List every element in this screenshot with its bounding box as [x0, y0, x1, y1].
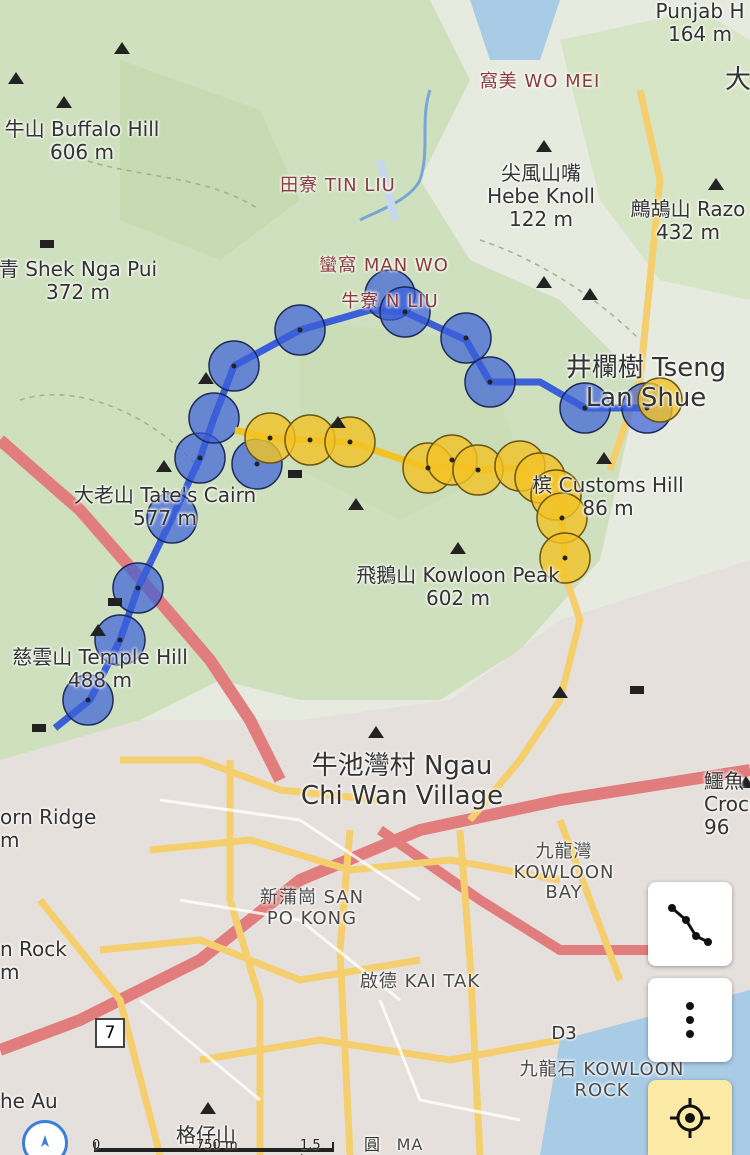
- scale-bar: 0 750 m 1.5 km: [90, 1128, 340, 1155]
- urban-area: [0, 560, 750, 1155]
- scale-label-zero: 0: [92, 1138, 101, 1153]
- village-label-man-wo: 蠻窩 MAN WO: [319, 255, 449, 276]
- village-label-wo-mei: 窩美 WO MEI: [479, 71, 601, 92]
- village-label-tin-liu: 田寮 TIN LIU: [280, 175, 396, 196]
- peak-label-razor-hill: 鷓鴣山 Razo 432 m: [630, 197, 746, 244]
- route-tool-button[interactable]: [648, 882, 732, 966]
- route-icon: [668, 904, 712, 946]
- scale-label-end: 1.5 km: [300, 1138, 321, 1155]
- peak-label-lion-rock: n Rock m: [0, 937, 67, 984]
- compass-button[interactable]: [22, 1120, 68, 1155]
- district-label-kowloon-bay: 九龍灣 KOWLOON BAY: [513, 841, 615, 904]
- place-label-tau: 圓: [363, 1135, 381, 1154]
- more-vertical-icon: [686, 1002, 694, 1038]
- peak-label-buffalo-hill: 牛山 Buffalo Hill 606 m: [4, 117, 160, 164]
- district-label-ngau-chi-wan: 牛池灣村 Ngau Chi Wan Village: [300, 751, 504, 811]
- district-label-kowloon-rock: 九龍石 KOWLOON ROCK: [519, 1059, 685, 1101]
- district-label-san-po-kong: 新蒲崗 SAN PO KONG: [259, 887, 365, 929]
- peak-label-customs-hill: 槟 Customs Hill 86 m: [532, 473, 684, 520]
- scale-label-mid: 750 m: [196, 1138, 238, 1153]
- route-shield-7: 7: [95, 1018, 125, 1048]
- place-label-au: he Au: [0, 1089, 58, 1113]
- peak-label-crocodile-hill: 鱷魚Crocod96: [704, 769, 750, 839]
- locate-icon: [670, 1097, 710, 1138]
- compass-icon: [41, 1135, 49, 1147]
- place-label-punjab: Punjab H 164 m: [655, 0, 745, 46]
- highway: [0, 435, 286, 783]
- peak-label-tates-cairn: 大老山 Tate's Cairn 577 m: [73, 483, 257, 530]
- peak-label-kowloon-peak: 飛鵝山 Kowloon Peak 602 m: [356, 563, 560, 610]
- district-label-kai-tak: 啟德 KAI TAK: [359, 971, 481, 992]
- locate-me-button[interactable]: [648, 1080, 732, 1155]
- district-label-ma: MA: [396, 1135, 424, 1154]
- more-options-button[interactable]: [648, 978, 732, 1062]
- peak-label-shek-nga-pui: 青 Shek Nga Pui 372 m: [0, 257, 158, 304]
- village-label-ngau-liu: 牛寮 N LIU: [341, 291, 439, 312]
- road-label-d3: D3: [551, 1023, 577, 1044]
- peak-icon: [8, 42, 750, 1114]
- peak-label-temple-hill: 慈雲山 Temple Hill 488 m: [12, 645, 188, 692]
- highway: [0, 764, 750, 1056]
- peak-label-kak-tsai: 格仔山: [176, 1123, 236, 1147]
- village-label-tseng-lan-shue: 井欄樹 Tseng Lan Shue: [565, 353, 727, 413]
- reservoir: [470, 0, 560, 60]
- peak-label-horn-ridge: orn Ridge m: [0, 805, 97, 852]
- peak-label-hebe-knoll: 尖風山嘴 Hebe Knoll 122 m: [487, 161, 595, 231]
- place-label-tai: 大: [724, 65, 750, 95]
